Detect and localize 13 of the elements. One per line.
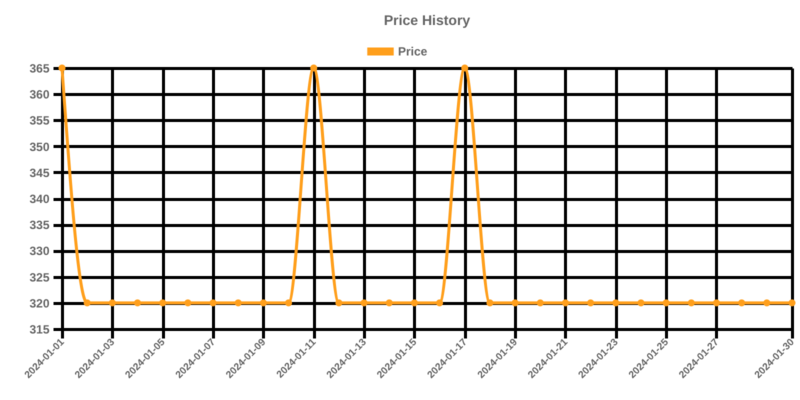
legend-label: Price	[398, 44, 428, 58]
y-tick-label: 340	[29, 192, 50, 206]
y-tick-label: 355	[29, 114, 50, 128]
y-tick-label: 315	[29, 322, 50, 336]
y-tick-label: 335	[29, 218, 50, 232]
y-tick-label: 360	[29, 88, 50, 102]
y-tick-label: 365	[29, 62, 50, 76]
y-tick-label: 350	[29, 140, 50, 154]
y-tick-label: 325	[29, 270, 50, 284]
chart-title: Price History	[384, 12, 470, 28]
y-tick-label: 320	[29, 296, 50, 310]
y-tick-label: 345	[29, 166, 50, 180]
y-tick-label: 330	[29, 244, 50, 258]
